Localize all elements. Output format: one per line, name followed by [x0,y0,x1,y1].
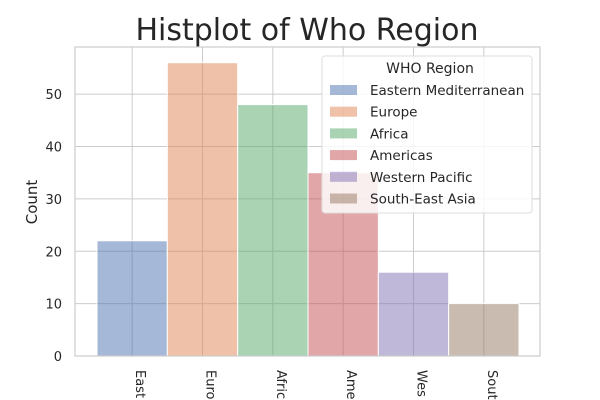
x-tick-label: Wes [414,370,429,397]
legend-box [321,55,533,214]
bar-europe [166,62,239,357]
y-axis-label: Count [23,180,41,225]
plot-frame [74,46,541,357]
x-tick-label: Ame [343,370,358,400]
y-tick-label: 20 [45,245,62,260]
bar-africa [237,104,309,357]
bar-eastern-mediterranean [96,240,168,357]
y-tick-label: 10 [45,298,62,313]
legend-entry: Europe [370,105,417,121]
legend: WHO Region Eastern Mediterranean Europe Afr… [321,55,533,214]
legend-swatch [330,85,357,95]
x-tick-label: East [132,370,147,398]
legend-entry: South-East Asia [370,192,476,208]
legend-entry: Eastern Mediterranean [370,83,524,99]
y-tick-label: 40 [45,141,62,156]
y-tick-label: 30 [45,193,62,208]
legend-entry: Africa [370,126,409,142]
legend-entry: Western Pacific [370,170,473,186]
x-tick-label: Euro [203,370,218,400]
legend-swatch [330,150,357,161]
legend-swatch [330,128,357,139]
legend-swatch [330,193,357,204]
legend-title: WHO Region [386,61,474,77]
y-tick-label: 0 [54,350,62,365]
x-tick-label: Sout [484,370,499,400]
bar-south-east-asia [448,303,520,357]
y-tick-label: 50 [45,88,62,103]
bar-western-pacific [377,271,450,357]
legend-entry: Americas [370,148,433,164]
chart-title: Histplot of Who Region [135,13,478,48]
x-tick-label: Afric [273,370,288,399]
legend-swatch [330,106,357,117]
legend-swatch [330,171,357,182]
